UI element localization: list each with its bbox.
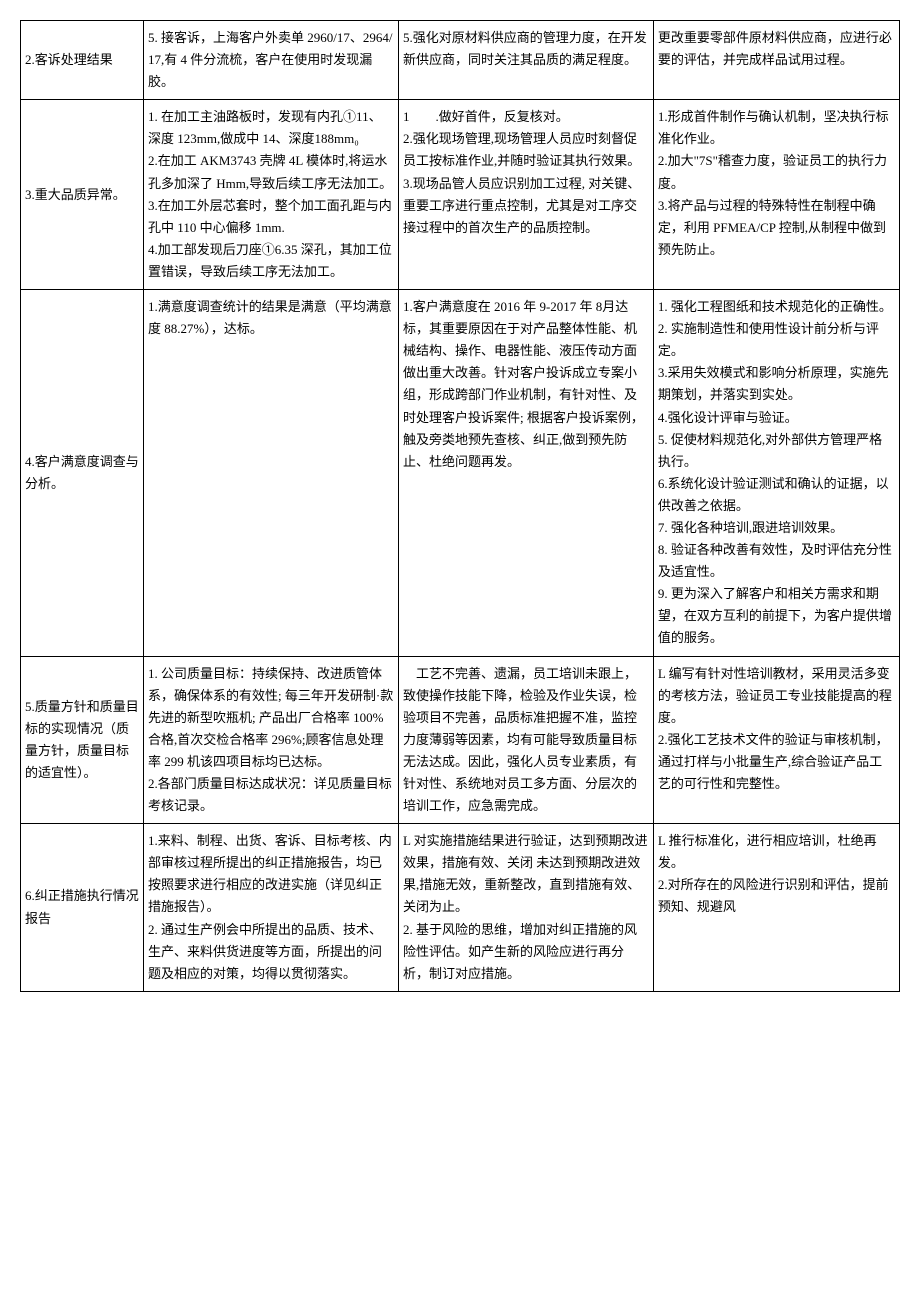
table-row: 2.客诉处理结果 5. 接客诉，上海客户外卖单 2960/17、2964/17,… bbox=[21, 21, 900, 100]
cell-description: 1. 在加工主油路板时，发现有内孔①11、深度 123mm,做成中 14、深度1… bbox=[144, 100, 399, 290]
cell-analysis: 1 .做好首件，反复核对。2.强化现场管理,现场管理人员应时刻督促员工按标准作业… bbox=[398, 100, 653, 290]
cell-analysis: L 对实施措施结果进行验证，达到预期改进效果，措施有效、关闭 未达到预期改进效果… bbox=[398, 824, 653, 992]
cell-action: 1. 强化工程图纸和技术规范化的正确性。2. 实施制造性和使用性设计前分析与评定… bbox=[653, 290, 899, 657]
cell-description: 5. 接客诉，上海客户外卖单 2960/17、2964/17,有 4 件分流梳，… bbox=[144, 21, 399, 100]
cell-action: L 推行标准化，进行相应培训，杜绝再发。2.对所存在的风险进行识别和评估，提前预… bbox=[653, 824, 899, 992]
cell-analysis: 工艺不完善、遗漏，员工培训未跟上，致使操作技能下降，检验及作业失误，检验项目不完… bbox=[398, 656, 653, 824]
row-label: 4.客户满意度调查与分析。 bbox=[21, 290, 144, 657]
row-label: 6.纠正措施执行情况报告 bbox=[21, 824, 144, 992]
table-row: 4.客户满意度调查与分析。 1.满意度调查统计的结果是满意（平均满意度 88.2… bbox=[21, 290, 900, 657]
row-label: 2.客诉处理结果 bbox=[21, 21, 144, 100]
cell-analysis: 1.客户满意度在 2016 年 9-2017 年 8月达标，其重要原因在于对产品… bbox=[398, 290, 653, 657]
table-body: 2.客诉处理结果 5. 接客诉，上海客户外卖单 2960/17、2964/17,… bbox=[21, 21, 900, 992]
cell-description: 1.来料、制程、出货、客诉、目标考核、内部审核过程所提出的纠正措施报告，均已按照… bbox=[144, 824, 399, 992]
row-label: 5.质量方针和质量目标的实现情况（质量方针，质量目标的适宜性）。 bbox=[21, 656, 144, 824]
cell-description: 1. 公司质量目标：持续保持、改进质管体系，确保体系的有效性; 每三年开发研制·… bbox=[144, 656, 399, 824]
cell-action: L 编写有针对性培训教材，采用灵活多变的考核方法，验证员工专业技能提高的程度。2… bbox=[653, 656, 899, 824]
table-row: 6.纠正措施执行情况报告 1.来料、制程、出货、客诉、目标考核、内部审核过程所提… bbox=[21, 824, 900, 992]
table-row: 5.质量方针和质量目标的实现情况（质量方针，质量目标的适宜性）。 1. 公司质量… bbox=[21, 656, 900, 824]
quality-report-table: 2.客诉处理结果 5. 接客诉，上海客户外卖单 2960/17、2964/17,… bbox=[20, 20, 900, 992]
cell-action: 1.形成首件制作与确认机制，坚决执行标准化作业。2.加大"7S"稽查力度，验证员… bbox=[653, 100, 899, 290]
cell-action: 更改重要零部件原材料供应商，应进行必要的评估，并完成样品试用过程。 bbox=[653, 21, 899, 100]
cell-analysis: 5.强化对原材料供应商的管理力度，在开发新供应商，同时关注其品质的满足程度。 bbox=[398, 21, 653, 100]
table-row: 3.重大品质异常。 1. 在加工主油路板时，发现有内孔①11、深度 123mm,… bbox=[21, 100, 900, 290]
row-label: 3.重大品质异常。 bbox=[21, 100, 144, 290]
cell-description: 1.满意度调查统计的结果是满意（平均满意度 88.27%），达标。 bbox=[144, 290, 399, 657]
